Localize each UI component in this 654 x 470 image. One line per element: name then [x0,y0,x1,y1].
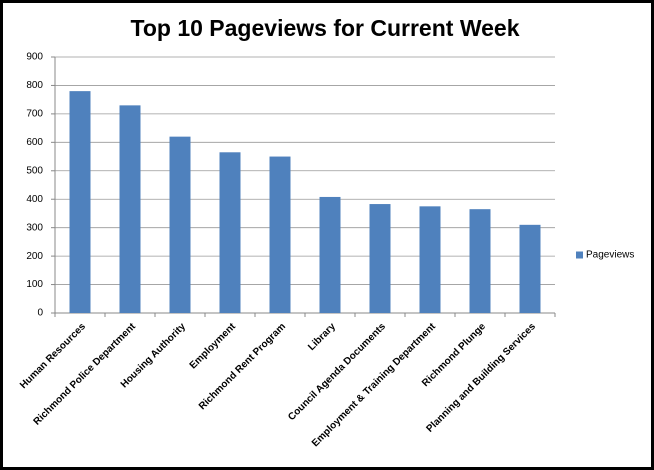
bar [169,136,191,313]
legend-label: Pageviews [586,250,634,261]
bar [119,105,141,313]
bar [419,206,441,313]
y-tick-label: 100 [26,279,43,290]
legend-swatch [576,251,583,259]
bar [369,204,391,313]
bar [469,209,491,313]
y-tick-label: 900 [26,52,43,63]
y-tick-label: 400 [26,194,43,205]
chart-title: Top 10 Pageviews for Current Week [131,15,520,41]
y-tick-label: 500 [26,165,43,176]
y-tick-label: 800 [26,80,43,91]
bar [319,196,341,313]
y-tick-label: 200 [26,251,43,262]
y-tick-label: 300 [26,222,43,233]
y-tick-label: 700 [26,109,43,120]
bar [269,156,291,313]
bar [519,224,541,313]
bar [219,152,241,313]
bar [69,91,91,313]
y-tick-label: 600 [26,137,43,148]
y-tick-label: 0 [37,308,43,319]
